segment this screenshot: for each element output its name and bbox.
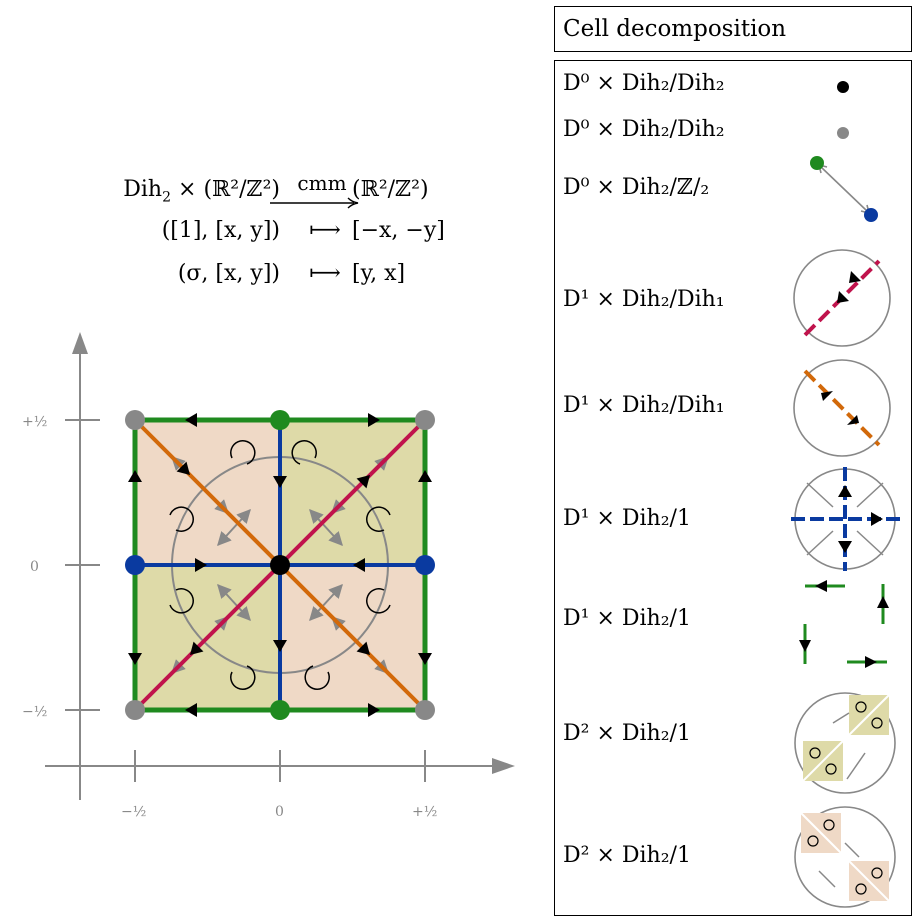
rotation-arrow-icon [366,506,391,532]
mapsto-symbol: ⟼ [309,261,341,286]
cell-decomposition-legend: D⁰ × Dih₂/Dih₂ D⁰ × Dih₂/Dih₂ D⁰ × Dih₂/… [554,60,912,916]
y-tick-label: −½ [22,704,47,720]
arrowhead-icon [418,653,432,665]
black-dot-icon [837,81,849,93]
legend-row: D² × Dih₂/1 [563,721,691,746]
edge-arrows [128,413,432,717]
arrowhead-icon [353,558,365,572]
action-row-rhs: [−x, −y] [352,218,445,243]
gray-double-arrow [217,508,251,547]
y-tick-label: 0 [30,559,39,575]
x-tick-label: −½ [121,804,146,820]
legend-row-label: D⁰ × Dih₂/Dih₂ [563,117,725,142]
action-target: (ℝ²/ℤ²) [352,177,429,202]
arrowhead-icon [368,413,380,427]
group-subscript: 2 [162,189,171,206]
blue-vertex [125,555,145,575]
peach-squares-icon [794,806,896,908]
action-row-rotation: ([1], [x, y]) ⟼ [−x, −y] [40,218,490,252]
group-action-definition: Dih2 × (ℝ²/ℤ²) cmm (ℝ²/ℤ²) ([1], [x, y])… [40,165,490,300]
rotation-arrow-icon [169,506,194,532]
legend-row-label: D¹ × Dih₂/1 [563,506,691,531]
group-name: Dih [123,177,163,202]
domain-space: (ℝ²/ℤ²) [203,177,280,202]
blue-vertex [415,555,435,575]
mapsto-symbol: ⟼ [309,218,341,243]
action-row-lhs: (σ, [x, y]) [177,261,280,286]
gray-double-arrow [217,583,251,622]
legend-row: D¹ × Dih₂/1 [563,606,691,631]
x-axis-arrow-icon [492,758,515,774]
legend-row-label: D¹ × Dih₂/Dih₁ [563,393,725,418]
legend-row-label: D¹ × Dih₂/1 [563,606,691,631]
gray-double-arrow [309,583,343,622]
green-vertex [270,700,290,720]
rotation-markers [169,440,391,690]
action-row-reflection: (σ, [x, y]) ⟼ [y, x] [40,261,490,295]
legend-row: D¹ × Dih₂/Dih₁ [563,287,725,312]
blue-cross-icon [791,467,905,571]
action-row-lhs: ([1], [x, y]) [161,218,280,243]
arrowhead-icon [418,470,432,482]
rotation-arrow-icon [366,588,391,614]
times-symbol: × [178,177,197,202]
legend-row-label: D⁰ × Dih₂/ℤ/₂ [563,175,710,200]
arrowhead-icon [128,653,142,665]
right-arrow-icon [270,197,359,209]
arrowhead-icon [185,413,197,427]
arrowhead-icon [273,476,287,488]
gray-dot-icon [837,127,849,139]
legend-row-label: D¹ × Dih₂/Dih₁ [563,287,725,312]
arrowhead-icon [273,640,287,652]
rotation-arrow-icon [291,440,317,465]
arrowhead-icon [190,641,204,655]
gray-vertex [415,410,435,430]
black-vertex [270,555,290,575]
action-row-rhs: [y, x] [352,261,406,286]
action-header-row: Dih2 × (ℝ²/ℤ²) cmm (ℝ²/ℤ²) [40,171,490,211]
legend-row: D⁰ × Dih₂/Dih₂ [563,117,725,142]
gray-vertex [125,410,145,430]
gray-vertex [125,700,145,720]
gray-vertex [415,700,435,720]
orange-diagonal-icon [793,359,891,457]
rotation-arrow-icon [304,665,330,690]
arrowhead-icon [176,461,190,475]
green-edges-icon [799,580,889,668]
rotation-arrow-icon [230,440,256,465]
x-tick-label: +½ [412,804,437,820]
vertices [125,410,435,720]
arrowhead-icon [195,558,207,572]
legend-row-label: D⁰ × Dih₂/Dih₂ [563,71,725,96]
arrowhead-icon [356,641,370,655]
legend-title: Cell decomposition [563,16,787,42]
arrowhead-icon [128,470,142,482]
arrowhead-icon [185,703,197,717]
legend-row: D¹ × Dih₂/Dih₁ [563,393,725,418]
action-domain: Dih2 × (ℝ²/ℤ²) [123,177,280,205]
gray-double-arrow [309,508,343,547]
legend-row: D² × Dih₂/1 [563,843,691,868]
legend-row: D⁰ × Dih₂/Dih₂ [563,71,725,96]
rotation-arrow-icon [169,588,194,614]
crimson-diagonal-icon [793,249,891,347]
arrowhead-icon [368,703,380,717]
green-vertex [270,410,290,430]
legend-row-label: D² × Dih₂/1 [563,721,691,746]
legend-row-label: D² × Dih₂/1 [563,843,691,868]
legend-row: D¹ × Dih₂/1 [563,506,691,531]
green-blue-dots-icon [810,156,878,222]
arrowhead-icon [356,475,370,489]
axes: +½ 0 −½ −½ 0 +½ [22,332,515,820]
olive-squares-icon [794,692,896,794]
y-tick-label: +½ [22,414,47,430]
y-axis-arrow-icon [72,332,88,354]
legend-row: D⁰ × Dih₂/ℤ/₂ [563,175,709,200]
x-tick-label: 0 [275,804,284,820]
rotation-arrow-icon [230,665,256,690]
legend-title-box: Cell decomposition [554,6,912,52]
arrow-label: cmm [297,171,347,195]
lattice-diagram: +½ 0 −½ −½ 0 +½ [22,332,515,820]
